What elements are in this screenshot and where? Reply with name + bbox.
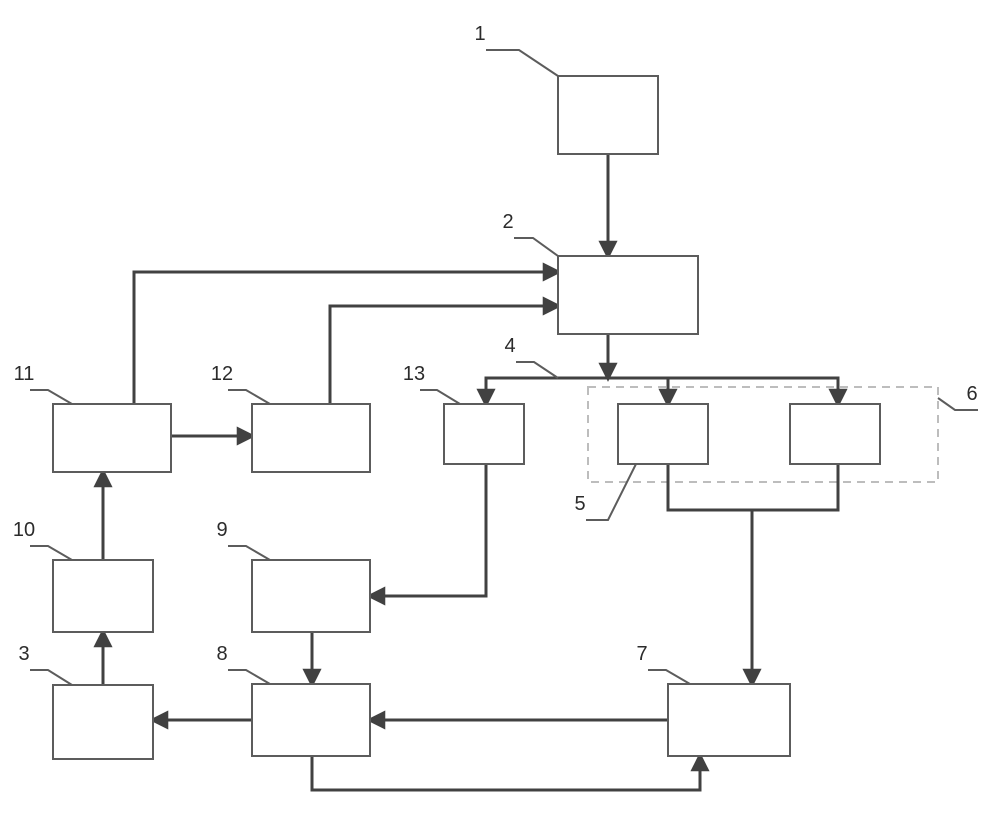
label-l1: 1 xyxy=(474,23,485,45)
label-l5: 5 xyxy=(574,493,585,515)
node-n10 xyxy=(53,560,153,632)
label-l13: 13 xyxy=(403,363,425,385)
node-n3 xyxy=(53,685,153,759)
node-n13 xyxy=(444,404,524,464)
node-n5 xyxy=(618,404,708,464)
label-l3: 3 xyxy=(18,643,29,665)
leader-l11 xyxy=(30,390,72,404)
label-l12: 12 xyxy=(211,363,233,385)
edge-e13_9 xyxy=(370,464,486,596)
label-l7: 7 xyxy=(636,643,647,665)
leader-l2 xyxy=(514,238,558,256)
label-l4: 4 xyxy=(504,335,515,357)
node-n12 xyxy=(252,404,370,472)
leader-l4 xyxy=(516,362,558,378)
leader-l5 xyxy=(586,464,636,520)
node-n6 xyxy=(790,404,880,464)
node-n11 xyxy=(53,404,171,472)
edge-e12_2 xyxy=(330,306,558,404)
leader-l3 xyxy=(30,670,72,685)
node-n9 xyxy=(252,560,370,632)
label-l11: 11 xyxy=(14,363,35,385)
label-l8: 8 xyxy=(216,643,227,665)
edge-e8_7 xyxy=(312,756,700,790)
leader-l13 xyxy=(420,390,460,404)
block-diagram: 12345678910111213 xyxy=(0,0,1000,836)
leader-l9 xyxy=(228,546,270,560)
label-l10: 10 xyxy=(13,519,35,541)
leader-l1 xyxy=(486,50,558,76)
edge-e11_2 xyxy=(134,272,558,404)
leader-l7 xyxy=(648,670,690,684)
node-n7 xyxy=(668,684,790,756)
leader-l10 xyxy=(30,546,72,560)
leader-l12 xyxy=(228,390,270,404)
label-l9: 9 xyxy=(216,519,227,541)
label-l2: 2 xyxy=(502,211,513,233)
node-n8 xyxy=(252,684,370,756)
node-n2 xyxy=(558,256,698,334)
label-l6: 6 xyxy=(966,383,977,405)
leader-l8 xyxy=(228,670,270,684)
node-n1 xyxy=(558,76,658,154)
